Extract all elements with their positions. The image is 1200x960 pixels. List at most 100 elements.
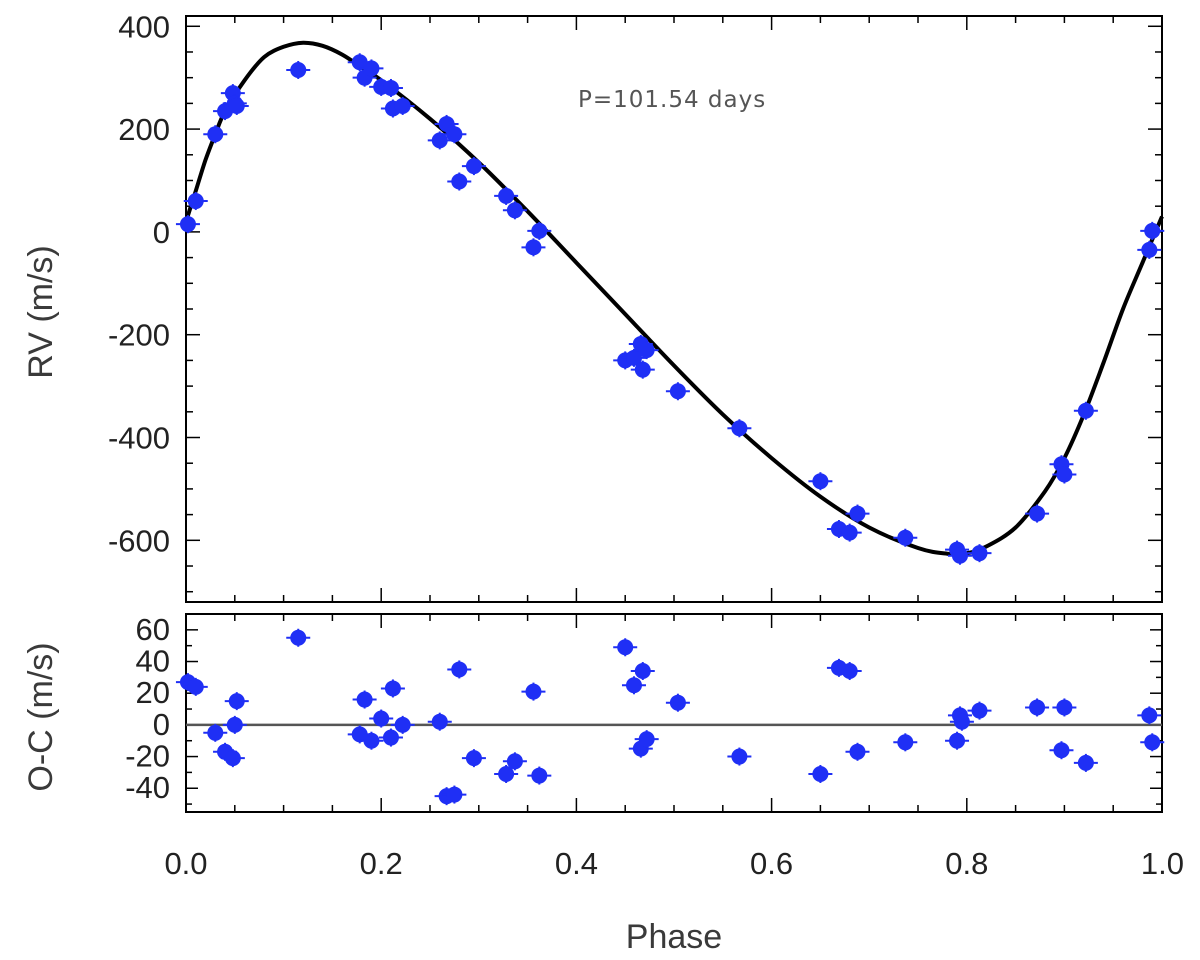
residual-data-point [967,701,992,720]
rv-y-tick-label: -200 [108,318,170,353]
rv-data-point [1073,401,1098,420]
rv-data-point [175,215,200,234]
rv-y-axis-title: RV (m/s) [22,245,60,378]
residual-data-point [352,690,377,709]
residual-data-point [220,749,245,768]
rv-data-point [447,172,472,191]
rv-data-point [224,96,249,115]
residual-data-point [494,764,519,783]
rv-data-point [630,360,655,379]
rv-data-point [893,528,918,547]
rv-data-point [390,96,415,115]
residual-data-point [727,747,752,766]
residual-data-point [286,628,311,647]
residual-data-point [502,752,527,771]
rv-data-point [634,341,659,360]
residual-data-point [203,723,228,742]
rv-data-point [1137,240,1162,259]
rv-data-point [947,546,972,565]
residual-y-tick-label: -20 [125,739,170,774]
residual-data-point [447,660,472,679]
residual-data-point [621,676,646,695]
rv-y-tick-label: 0 [153,215,170,250]
period-annotation: P=101.54 days [578,87,766,113]
residual-data-point [527,766,552,785]
rv-data-point [521,238,546,257]
rv-data-point [378,78,403,97]
rv-data-point [502,201,527,220]
residual-data-point [1137,706,1162,725]
phase-x-tick-labels: 0.0 0.2 0.4 0.6 0.8 1.0 [164,846,1184,881]
rv-data-point [1025,504,1050,523]
phase-x-tick-label: 0.4 [555,846,598,881]
rv-data-point [203,125,228,144]
phase-x-tick-label: 0.6 [750,846,793,881]
rv-data-point [461,157,486,176]
rv-data-points [175,53,1165,565]
residual-data-point [224,692,249,711]
residual-data-point [1025,698,1050,717]
rv-y-tick-labels: 400 200 0 -200 -400 -600 [108,9,170,558]
residual-data-point [369,709,394,728]
residual-panel-frame [185,613,1163,813]
rv-panel-ticks [185,16,1163,602]
keplerian-model-curve [184,40,1164,557]
phase-x-axis-title: Phase [626,918,722,956]
rv-y-tick-label: 400 [118,9,170,44]
residual-data-point [222,715,247,734]
residual-data-point [634,730,659,749]
rv-data-point [183,192,208,211]
rv-data-point [967,544,992,563]
residual-data-point [427,712,452,731]
residual-y-tick-label: 60 [136,612,170,647]
residual-data-point [837,662,862,681]
residual-y-tick-label: 0 [153,707,170,742]
rv-data-point [837,523,862,542]
rv-data-point [727,419,752,438]
residual-data-point [1052,698,1077,717]
rv-data-point [494,186,519,205]
residual-y-tick-label: 40 [136,644,170,679]
residual-data-point [945,731,970,750]
residual-data-point [949,712,974,731]
residual-data-points [175,628,1165,806]
residual-data-point [390,715,415,734]
residual-y-tick-label: 20 [136,675,170,710]
residual-data-point [380,679,405,698]
residual-y-tick-label: -40 [125,770,170,805]
phase-x-tick-label: 1.0 [1141,846,1184,881]
rv-data-point [427,131,452,150]
residual-data-point [183,677,208,696]
rv-y-tick-label: 200 [118,112,170,147]
phase-x-tick-label: 0.2 [360,846,403,881]
rv-data-point [621,348,646,367]
residual-y-axis-title: O-C (m/s) [22,642,60,791]
residual-data-point [521,682,546,701]
residual-data-point [845,742,870,761]
rv-data-point [1052,465,1077,484]
residual-data-point [1049,741,1074,760]
rv-data-point [442,125,467,144]
rv-y-tick-label: -600 [108,523,170,558]
rv-data-point [665,382,690,401]
residual-data-point [613,638,638,657]
residual-data-point [808,764,833,783]
rv-data-point [286,60,311,79]
residual-data-point [1140,733,1165,752]
phase-x-tick-label: 0.8 [945,846,988,881]
residual-data-point [359,731,384,750]
rv-data-point [1140,221,1165,240]
rv-y-tick-label: -400 [108,421,170,456]
rv-data-point [527,221,552,240]
residual-data-point [1073,753,1098,772]
residual-panel-ticks [185,613,1163,812]
residual-data-point [893,733,918,752]
rv-data-point [845,504,870,523]
residual-data-point [461,749,486,768]
rv-data-point [808,472,833,491]
residual-data-point [442,785,467,804]
residual-data-point [630,662,655,681]
residual-data-point [665,693,690,712]
